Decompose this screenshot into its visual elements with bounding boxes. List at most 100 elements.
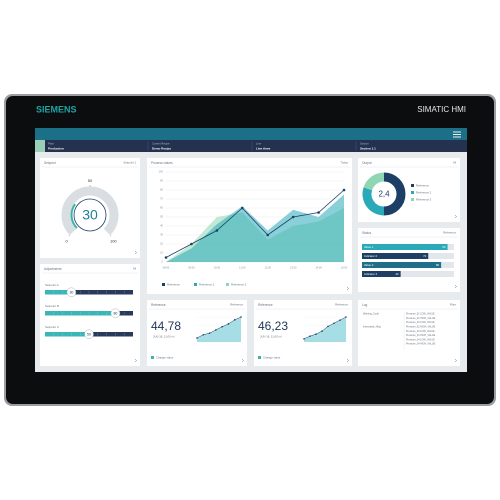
checkbox-label: Change value (263, 355, 281, 359)
y-tick-label: 70 (160, 197, 163, 201)
bar-track (362, 271, 454, 277)
spark-point (208, 332, 211, 334)
panel-chevron (241, 358, 244, 363)
spark-point (240, 316, 242, 318)
panel (358, 300, 460, 366)
line (165, 189, 345, 258)
spark-point (233, 319, 236, 321)
point (164, 256, 168, 259)
legend-swatch (411, 198, 414, 201)
gauge-tick (109, 234, 112, 237)
log-message: Pressure_03 LOW_VALUE (406, 330, 435, 333)
gauge-track (61, 186, 119, 236)
legend-label: Reference 3 (231, 282, 247, 286)
slider-value: 30 (69, 290, 73, 294)
bar-label: Value 3 (364, 263, 374, 267)
nav-bar (35, 140, 467, 152)
panel-title: Reference (151, 303, 166, 307)
panel-menu: Reference (335, 303, 348, 307)
slider-fill (45, 290, 72, 295)
panel-chevron (454, 358, 457, 363)
spark-area (304, 317, 346, 342)
log-source: Warning_Code (363, 313, 380, 316)
nav-value: Line three (256, 146, 271, 150)
spark-point (215, 329, 217, 331)
x-tick-label: 12:00 (264, 266, 271, 270)
donut-center: 2,4 (378, 190, 390, 199)
panel-menu: All (133, 267, 136, 271)
log-message: Pressure_02 HIGH_VALUE (406, 326, 436, 329)
panel-chevron (134, 250, 137, 255)
bar-label: Indicator 4 (364, 272, 378, 276)
panel-title: Status (362, 231, 371, 235)
legend-label: Reference 2 (416, 190, 432, 194)
log-message: Pressure_02 LOW_VALUE (406, 321, 435, 324)
slider-label: Setpoint C (45, 325, 60, 329)
slider-knob (84, 329, 94, 339)
legend-label: Reference 3 (416, 197, 432, 201)
y-tick-label: 40 (160, 224, 163, 228)
x-tick-label: 11:00 (239, 266, 246, 270)
point (317, 211, 320, 214)
panel-menu: Today (341, 161, 349, 165)
spark-point (315, 333, 317, 335)
kpi-value: 46,23 (258, 319, 288, 333)
kpi-time: JUN 16, 11:00 ml (260, 335, 282, 339)
y-tick-label: 90 (160, 179, 163, 183)
checkbox[interactable] (258, 356, 261, 359)
point (240, 206, 244, 210)
checkbox[interactable] (151, 356, 154, 359)
brand-logo: SIEMENS (36, 104, 77, 114)
spark-point (333, 322, 335, 325)
panel-menu: Reference (443, 231, 456, 235)
panel (358, 228, 460, 292)
panel-menu: Filter (450, 303, 456, 307)
nav-label: Line (256, 142, 261, 146)
spark-point (202, 333, 205, 336)
panel-chevron (346, 286, 349, 291)
y-tick-label: 20 (160, 242, 163, 246)
bar (362, 271, 401, 277)
x-tick-label: 08:00 (163, 266, 170, 270)
legend-swatch (162, 283, 165, 286)
slider-value: 50 (87, 332, 91, 336)
point (291, 215, 295, 219)
bar (362, 262, 442, 268)
nav-value: Section 1.1 (360, 146, 376, 150)
bar-label: Value 1 (364, 245, 374, 249)
legend-swatch (411, 184, 414, 187)
spark-point (196, 337, 198, 339)
spark-area (197, 317, 241, 342)
gauge-tick (68, 234, 71, 237)
bar-value: 42 (396, 272, 400, 276)
legend-swatch (411, 191, 414, 194)
panel-title: Log (362, 303, 368, 307)
y-tick-label: 60 (160, 206, 163, 210)
point (215, 229, 219, 232)
gauge-value: 30 (82, 207, 98, 223)
nav-value: Production (48, 146, 64, 150)
gauge-inner (73, 198, 107, 232)
x-tick-label: 09:00 (188, 266, 195, 270)
log-message: Pressure_04 HIGH_VALUE (406, 343, 436, 346)
bar (362, 253, 429, 259)
bar-label: Indicator 2 (364, 254, 378, 258)
menu-icon[interactable] (453, 131, 461, 138)
panel-title: Setpoint (44, 161, 56, 165)
spark-point (321, 330, 323, 332)
bar-value: 93 (442, 245, 446, 249)
y-tick-label: 50 (160, 215, 163, 219)
bar-value: 72 (423, 254, 427, 258)
gauge-tick-label: 50 (88, 178, 93, 183)
point (342, 188, 346, 192)
spark-point (303, 338, 305, 340)
panel-title: Output (362, 161, 372, 165)
panel-title: Adjustments (44, 267, 62, 271)
y-tick-label: 0 (162, 260, 164, 264)
spark-point (339, 319, 341, 321)
model-label: SIMATIC HMI (417, 105, 466, 114)
log-message: Pressure_04 LOW_VALUE (406, 338, 435, 341)
panel-chevron (454, 214, 457, 219)
gauge-tick-label: 0 (66, 238, 69, 243)
log-message: Pressure_01 LOW_VALUE (406, 313, 435, 316)
